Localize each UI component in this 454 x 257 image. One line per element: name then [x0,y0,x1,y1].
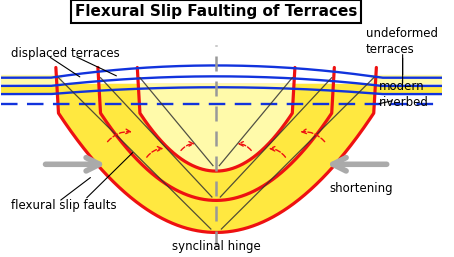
Bar [1,85,61,93]
Text: synclinal hinge: synclinal hinge [172,240,261,253]
Polygon shape [59,85,374,232]
Text: Flexural Slip Faulting of Terraces: Flexural Slip Faulting of Terraces [75,4,357,19]
Text: shortening: shortening [329,182,393,195]
Text: flexural slip faults: flexural slip faults [11,199,117,212]
Polygon shape [100,85,332,200]
Polygon shape [100,85,332,200]
Bar [371,75,442,83]
Text: undeformed
terraces: undeformed terraces [366,27,438,56]
Text: modern
riverbed: modern riverbed [379,80,429,108]
Bar [1,75,61,83]
Bar [371,85,442,93]
Polygon shape [140,85,292,171]
Polygon shape [140,85,292,171]
Text: displaced terraces: displaced terraces [11,47,120,60]
Polygon shape [140,85,292,171]
